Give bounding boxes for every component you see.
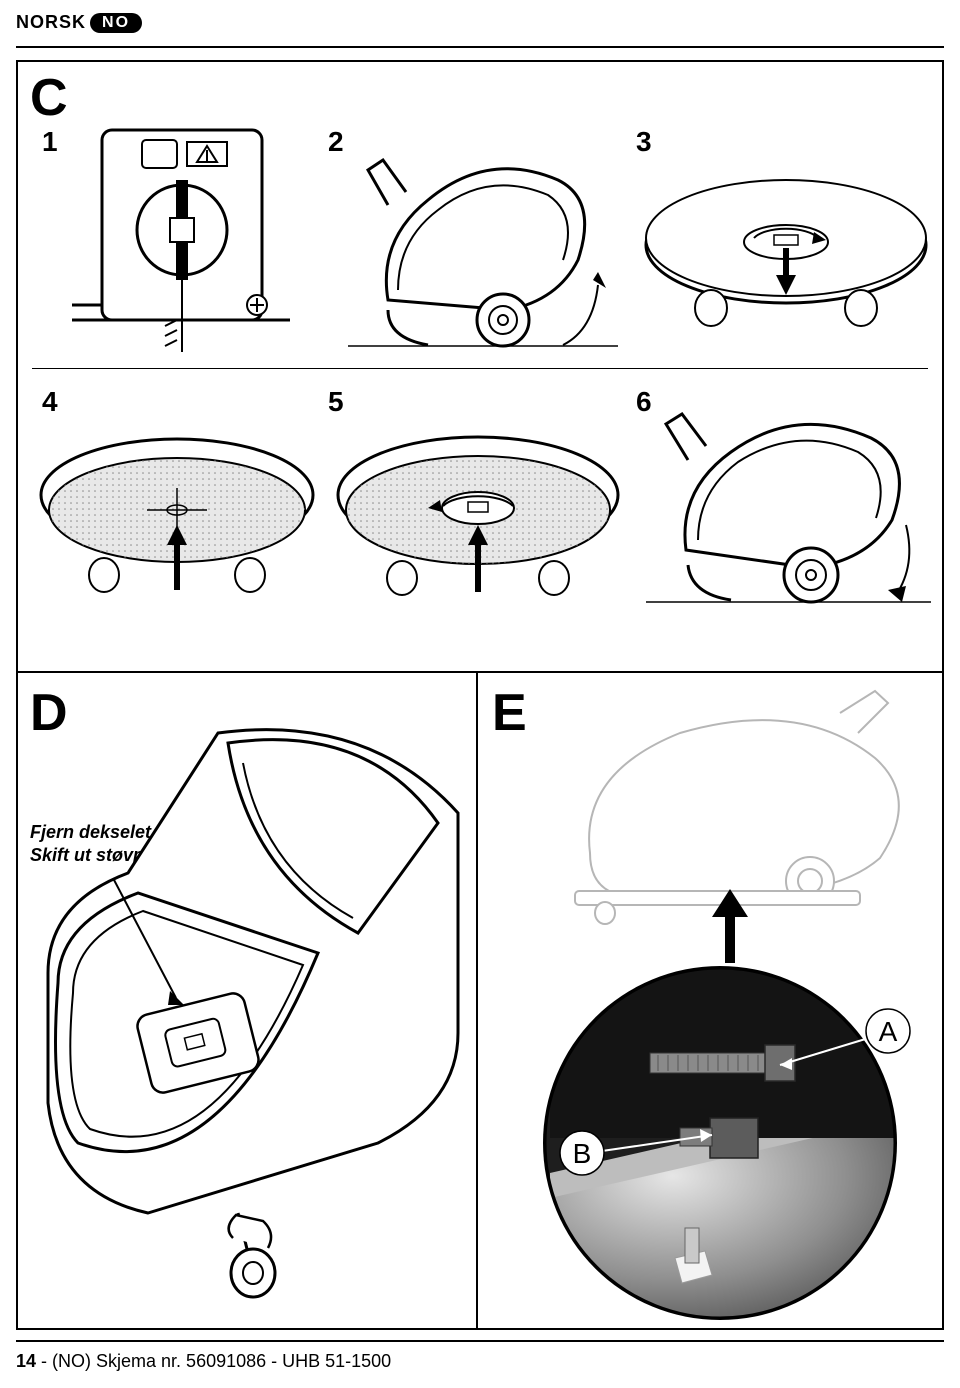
step-2: 2 (328, 120, 628, 360)
step-2-illustration (328, 120, 628, 360)
page-footer: 14 - (NO) Skjema nr. 56091086 - UHB 51-1… (16, 1351, 391, 1372)
footer-text: - (NO) Skjema nr. 56091086 - UHB 51-1500 (36, 1351, 391, 1371)
step-1: 1 (32, 120, 322, 360)
language-badge: NO (90, 13, 142, 33)
step-6-illustration (636, 380, 936, 640)
step-3-illustration (636, 120, 936, 360)
step-4-illustration (32, 380, 322, 640)
page-number: 14 (16, 1351, 36, 1371)
step-4: 4 (32, 380, 322, 640)
section-c-row-divider (32, 368, 928, 369)
section-c-label: C (30, 68, 68, 128)
page-header: NORSK NO (16, 12, 142, 33)
section-e-illustration: A B (480, 673, 942, 1323)
step-1-illustration (32, 120, 322, 360)
step-5-illustration (328, 380, 628, 640)
section-d: D Fjern dekselet Skift ut støvposen (18, 673, 478, 1328)
annotation-b-label: B (573, 1138, 592, 1169)
top-rule (16, 46, 944, 48)
step-3: 3 (636, 120, 936, 360)
footer-rule (16, 1340, 944, 1342)
diagram-frame: C 1 (16, 60, 944, 1330)
section-e: E (480, 673, 942, 1328)
step-5: 5 (328, 380, 628, 640)
section-c: C 1 (18, 62, 942, 673)
step-6: 6 (636, 380, 936, 640)
section-d-illustration (18, 673, 478, 1323)
language-label: NORSK (16, 12, 86, 33)
annotation-a-label: A (879, 1016, 898, 1047)
